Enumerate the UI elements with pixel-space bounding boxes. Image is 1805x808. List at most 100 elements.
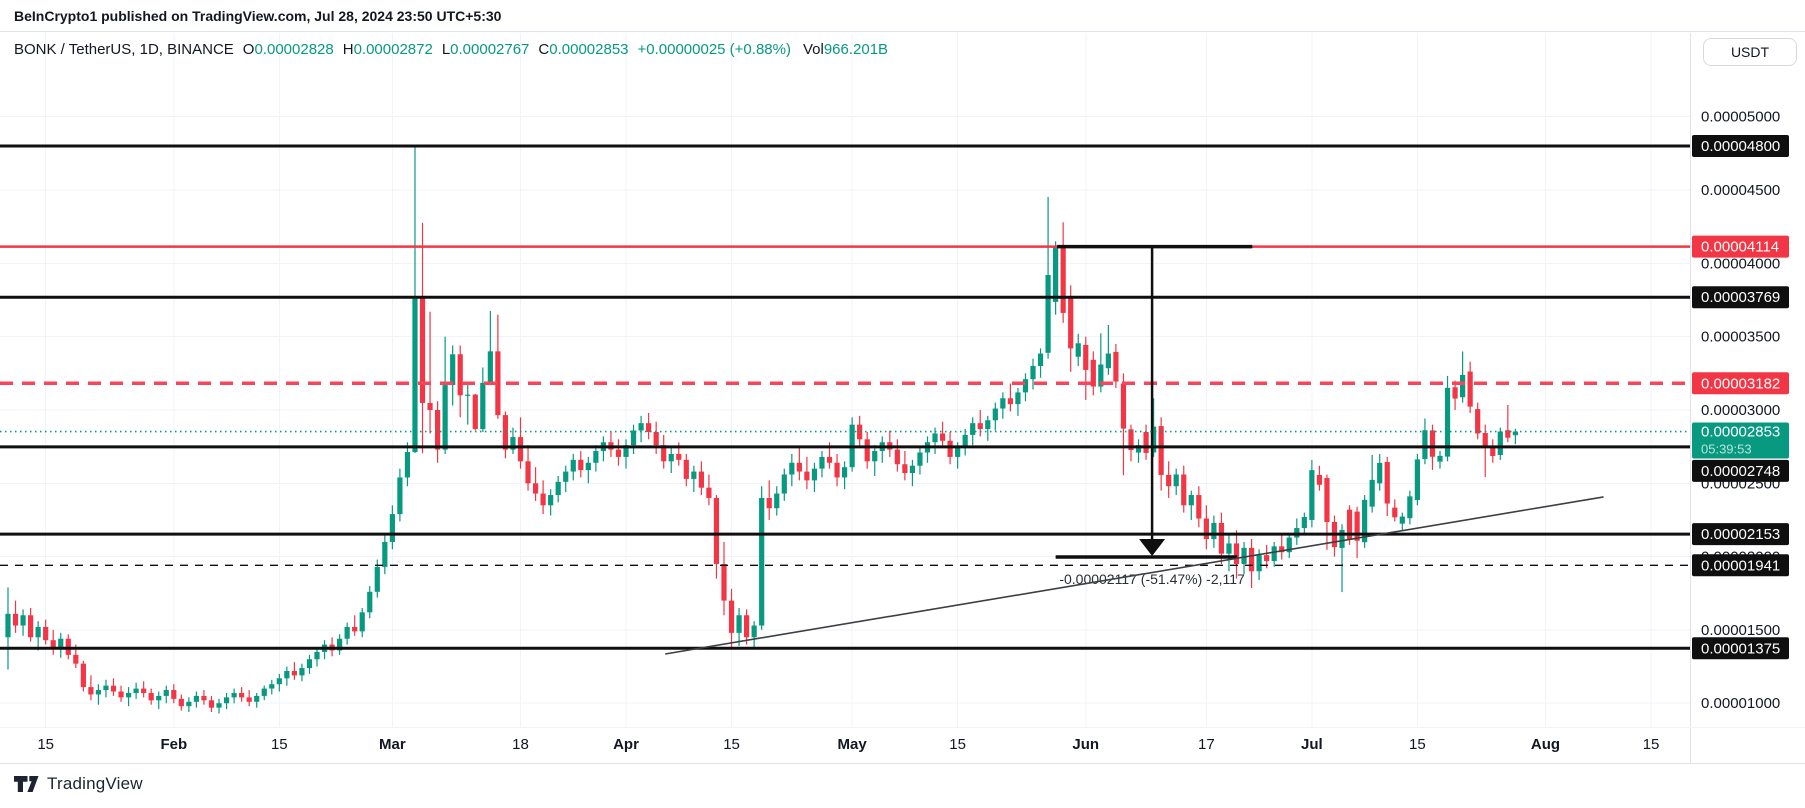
candle	[1490, 439, 1496, 463]
candle	[442, 336, 448, 454]
price-tick-label: 0.00001500	[1701, 622, 1780, 639]
candle	[1505, 405, 1511, 443]
candle	[223, 692, 230, 710]
svg-text:0.00001375: 0.00001375	[1701, 640, 1780, 657]
candle	[27, 607, 34, 642]
candle	[43, 619, 49, 645]
bar-countdown: 05:39:53	[1701, 442, 1752, 457]
candle	[736, 607, 742, 647]
candle	[532, 467, 539, 501]
time-tick-label: Feb	[160, 736, 187, 753]
ohlc-low: L0.00002767	[441, 41, 530, 58]
candle	[713, 495, 720, 579]
candle	[359, 607, 365, 638]
candle	[299, 663, 305, 682]
candle	[661, 434, 667, 469]
candle	[744, 609, 750, 645]
tradingview-logo-icon	[14, 775, 40, 793]
candle	[465, 383, 471, 425]
time-tick-label: Aug	[1531, 736, 1560, 753]
candle	[1271, 541, 1277, 567]
candle	[894, 439, 900, 472]
candle	[1105, 324, 1111, 375]
candle	[1452, 380, 1458, 410]
candle	[872, 445, 878, 476]
candle	[457, 345, 463, 418]
time-tick-label: 15	[271, 736, 288, 753]
candle	[5, 587, 11, 670]
candle	[1392, 499, 1398, 522]
candle	[1128, 424, 1134, 462]
candle	[1053, 241, 1059, 315]
price-tick-label: 0.00004000	[1701, 255, 1780, 272]
candle	[1037, 348, 1044, 378]
candle	[80, 660, 86, 692]
candle	[156, 691, 162, 710]
tradingview-logo[interactable]: TradingView	[14, 774, 143, 794]
candle	[1414, 453, 1420, 506]
candle	[1188, 490, 1194, 520]
candle	[1233, 530, 1240, 579]
candle	[1211, 515, 1217, 548]
candle	[246, 690, 252, 707]
candle	[698, 461, 704, 496]
candle	[819, 451, 825, 478]
candle	[397, 468, 403, 522]
candle	[12, 600, 19, 633]
candle	[208, 695, 215, 713]
candle	[1316, 465, 1323, 491]
time-axis[interactable]: 15 Feb 15 Mar 18 Apr 15 May 15 Jun 17 Jul 15 Aug 15	[37, 736, 1659, 753]
price-level-axis-label: 0.00004800	[1692, 135, 1789, 158]
candle	[796, 448, 802, 481]
candle	[1331, 515, 1338, 557]
price-axis[interactable]: 0.00005000 0.00004500 0.00004000 0.00003500…	[1692, 109, 1789, 713]
candle	[1060, 222, 1066, 323]
candle	[1045, 196, 1051, 359]
candle	[103, 679, 109, 698]
currency-toggle-button[interactable]: USDT	[1703, 38, 1797, 66]
candle	[434, 401, 441, 463]
candle	[382, 534, 388, 575]
candle	[88, 675, 94, 701]
candle	[35, 621, 41, 651]
candle	[1068, 285, 1074, 372]
price-level-axis-label: 0.00001941	[1692, 554, 1789, 577]
candle	[977, 409, 983, 437]
arrow-down-icon	[1139, 539, 1166, 557]
svg-text:0.00001941: 0.00001941	[1701, 557, 1780, 574]
ohlc-high: H0.00002872	[342, 41, 433, 58]
candle	[1301, 512, 1307, 535]
price-level-axis-label: 0.00001375	[1692, 637, 1789, 660]
candle	[239, 687, 245, 702]
candle	[344, 622, 350, 645]
candle	[939, 421, 946, 449]
time-tick-label: 18	[512, 736, 529, 753]
volume-value: 966.201B	[823, 41, 889, 58]
candle	[728, 588, 735, 648]
candle	[1482, 424, 1488, 477]
candle	[834, 453, 840, 487]
candle	[962, 429, 968, 456]
candle	[1279, 534, 1285, 560]
candle	[1113, 344, 1119, 388]
symbol-title: BONK / TetherUS, 1D, BINANCE	[14, 41, 234, 58]
price-tick-label: 0.00003500	[1701, 329, 1780, 346]
candle	[472, 393, 478, 431]
candle	[1181, 465, 1187, 513]
candle	[1309, 459, 1315, 528]
candle	[110, 678, 117, 696]
candle	[276, 673, 282, 692]
candle	[691, 465, 697, 493]
time-tick-label: 15	[1409, 736, 1426, 753]
candle	[1248, 539, 1255, 588]
candle	[608, 431, 614, 457]
candle	[555, 475, 561, 503]
price-tick-label: 0.00004500	[1701, 182, 1780, 199]
attribution-text: BeInCrypto1 published on TradingView.com…	[14, 8, 502, 24]
candle	[306, 654, 313, 674]
price-level-axis-label: 0.00003769	[1692, 286, 1789, 309]
candle	[585, 456, 591, 484]
candle	[902, 451, 908, 481]
price-level-axis-label: 0.00003182	[1692, 372, 1789, 395]
